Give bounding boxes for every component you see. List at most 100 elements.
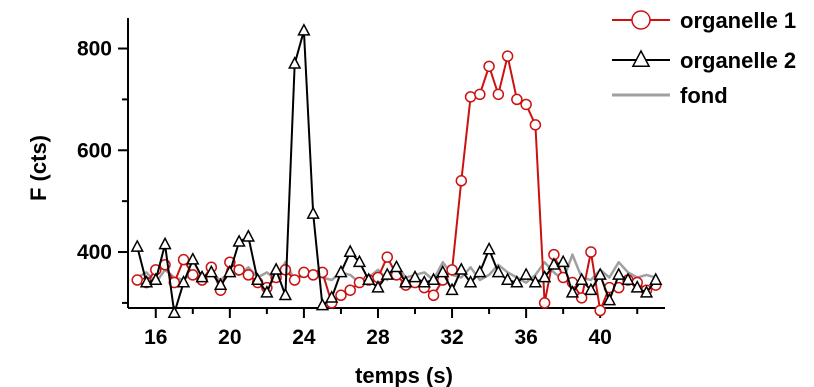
- data-point: [593, 267, 607, 280]
- series-layer: [130, 23, 663, 319]
- legend-label: organelle 2: [680, 48, 796, 73]
- data-point: [455, 175, 468, 187]
- data-point: [389, 259, 404, 273]
- data-point: [483, 60, 495, 73]
- y-tick-label: 600: [77, 139, 112, 162]
- data-point: [353, 276, 366, 289]
- data-point: [511, 93, 523, 106]
- data-point: [130, 239, 144, 252]
- data-point: [537, 269, 552, 283]
- data-point: [381, 251, 393, 263]
- data-point: [436, 264, 450, 278]
- tick-labels: 16 20 24 28 32 36 40 400 600 800: [77, 38, 612, 349]
- data-point: [213, 277, 228, 291]
- data-point: [315, 297, 330, 311]
- data-point: [482, 241, 496, 255]
- data-point: [529, 119, 542, 131]
- data-point: [565, 285, 580, 298]
- data-point: [538, 297, 551, 309]
- data-point: [187, 269, 199, 281]
- data-point: [621, 272, 635, 285]
- legend-entry: fond: [612, 83, 728, 108]
- y-tick-label: 800: [77, 38, 112, 61]
- data-point: [454, 262, 468, 275]
- data-point: [500, 272, 515, 285]
- data-point: [427, 289, 440, 302]
- data-point: [223, 264, 237, 278]
- data-point: [139, 274, 154, 288]
- data-point: [492, 88, 505, 101]
- x-tick-label: 36: [514, 326, 537, 349]
- x-tick-label: 24: [292, 326, 316, 349]
- data-point: [343, 244, 357, 257]
- data-point: [167, 305, 181, 319]
- data-point: [491, 264, 505, 278]
- data-point: [612, 267, 626, 280]
- legend-label: fond: [680, 83, 728, 108]
- data-point: [519, 267, 533, 280]
- data-point: [344, 284, 356, 296]
- data-point: [195, 269, 209, 283]
- data-point: [556, 254, 570, 268]
- legend-marker: [631, 10, 651, 30]
- data-point: [446, 264, 458, 276]
- data-point: [242, 269, 255, 281]
- data-point: [463, 274, 478, 288]
- x-tick-label: 32: [440, 326, 463, 349]
- data-point: [630, 280, 644, 293]
- y-axis-title: F (cts): [26, 135, 51, 201]
- axes: [118, 18, 665, 318]
- data-point: [177, 253, 190, 266]
- legend-marker: [631, 49, 651, 68]
- data-point: [602, 292, 617, 306]
- data-point: [131, 274, 144, 286]
- data-point: [408, 269, 422, 283]
- data-point: [278, 287, 293, 301]
- x-tick-label: 20: [218, 326, 241, 349]
- data-point: [371, 280, 385, 293]
- data-point: [176, 274, 191, 288]
- series-organelle-2: [130, 23, 663, 319]
- data-point: [520, 98, 532, 111]
- data-point: [464, 91, 477, 103]
- data-point: [352, 254, 367, 268]
- x-axis-title: temps (s): [355, 363, 453, 387]
- data-point: [501, 50, 514, 62]
- x-tick-label: 40: [589, 326, 612, 349]
- data-point: [585, 246, 597, 258]
- data-point: [325, 290, 339, 303]
- data-point: [297, 23, 311, 36]
- data-point: [575, 292, 588, 304]
- data-point: [260, 285, 274, 298]
- x-tick-label: 28: [366, 326, 390, 349]
- legend-entry: organelle 1: [612, 8, 796, 33]
- legend-label: organelle 1: [680, 8, 796, 33]
- data-point: [288, 274, 301, 286]
- data-point: [306, 206, 320, 219]
- data-point: [298, 266, 310, 279]
- x-tick-label: 16: [144, 326, 167, 349]
- data-point: [288, 56, 302, 69]
- y-tick-label: 400: [77, 241, 112, 264]
- data-point: [186, 252, 200, 265]
- data-point: [584, 282, 598, 296]
- data-point: [474, 88, 486, 101]
- data-point: [594, 304, 606, 317]
- data-point: [335, 289, 347, 302]
- legend-entry: organelle 2: [612, 48, 796, 73]
- data-point: [149, 272, 163, 285]
- data-point: [649, 272, 663, 285]
- data-point: [445, 282, 459, 296]
- data-point: [233, 264, 245, 276]
- data-point: [269, 262, 283, 275]
- data-point: [250, 272, 265, 285]
- data-point: [510, 274, 524, 288]
- data-point: [547, 257, 561, 270]
- legend: organelle 1 organelle 2 fond: [612, 8, 796, 108]
- data-point: [639, 285, 654, 298]
- data-point: [334, 264, 348, 278]
- data-point: [528, 274, 543, 288]
- data-point: [417, 274, 431, 288]
- data-point: [362, 272, 376, 285]
